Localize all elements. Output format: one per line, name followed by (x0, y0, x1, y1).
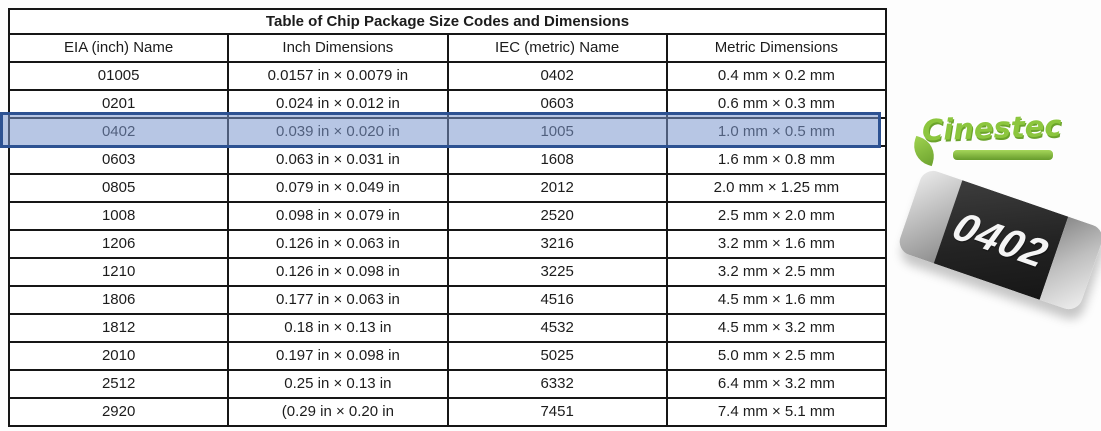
table-row: 2920 (0.29 in × 0.20 in 7451 7.4 mm × 5.1 m… (7, 397, 888, 427)
column-header-inch-dimensions: Inch Dimensions (227, 33, 449, 63)
table-title: Table of Chip Package Size Codes and Dim… (8, 8, 887, 35)
table-cell: 4.5 mm × 1.6 mm (665, 285, 888, 315)
table-cell: 0.0157 in × 0.0079 in (227, 61, 449, 91)
table-cell: 2920 (7, 397, 230, 427)
table-cell: 1608 (446, 145, 668, 175)
table-cell: 01005 (7, 61, 230, 91)
table-cell: 0.079 in × 0.049 in (227, 173, 449, 203)
table-cell: 0402 (7, 117, 230, 147)
table-cell: 5.0 mm × 2.5 mm (665, 341, 888, 371)
table-cell: 0.6 mm × 0.3 mm (665, 89, 888, 119)
table-cell: 3.2 mm × 2.5 mm (665, 257, 888, 287)
column-header-metric-dimensions: Metric Dimensions (665, 33, 888, 63)
table-row: 2010 0.197 in × 0.098 in 5025 5.0 mm × 2.5 … (7, 341, 888, 371)
table-cell: 1206 (7, 229, 230, 259)
table-cell: (0.29 in × 0.20 in (227, 397, 449, 427)
table-row: 0603 0.063 in × 0.031 in 1608 1.6 mm × 0.8 … (7, 145, 888, 175)
table-cell: 0.4 mm × 0.2 mm (665, 61, 888, 91)
table-row: 01005 0.0157 in × 0.0079 in 0402 0.4 mm × 0… (7, 61, 888, 91)
table-cell: 3225 (446, 257, 668, 287)
table-cell: 2512 (7, 369, 230, 399)
table-cell: 2.0 mm × 1.25 mm (665, 173, 888, 203)
table-body: 01005 0.0157 in × 0.0079 in 0402 0.4 mm × 0… (7, 61, 888, 427)
table-cell: 3216 (446, 229, 668, 259)
table-cell: 0.126 in × 0.098 in (227, 257, 449, 287)
table-cell: 0.197 in × 0.098 in (227, 341, 449, 371)
table-row: 0201 0.024 in × 0.012 in 0603 0.6 mm × 0.3 … (7, 89, 888, 119)
table-cell: 0603 (446, 89, 668, 119)
table-head: Table of Chip Package Size Codes and Dim… (7, 8, 888, 63)
table-cell: 0.177 in × 0.063 in (227, 285, 449, 315)
table-cell: 0.18 in × 0.13 in (227, 313, 449, 343)
table-cell: 0805 (7, 173, 230, 203)
table-cell: 3.2 mm × 1.6 mm (665, 229, 888, 259)
table-cell: 0.063 in × 0.031 in (227, 145, 449, 175)
table-cell: 5025 (446, 341, 668, 371)
table-cell: 4516 (446, 285, 668, 315)
table-cell: 6332 (446, 369, 668, 399)
table-cell: 6.4 mm × 3.2 mm (665, 369, 888, 399)
table-cell: 0603 (7, 145, 230, 175)
table-cell: 0.039 in × 0.020 in (227, 117, 449, 147)
table-cell: 2.5 mm × 2.0 mm (665, 201, 888, 231)
table-cell: 1005 (446, 117, 668, 147)
table-cell: 2012 (446, 173, 668, 203)
table-header-row: EIA (inch) Name Inch Dimensions IEC (met… (7, 33, 888, 63)
chip-size-label: 0402 (946, 203, 1057, 277)
chip-resistor-photo: 0402 (895, 167, 1101, 313)
table-cell: 1008 (7, 201, 230, 231)
table-cell: 1.0 mm × 0.5 mm (665, 117, 888, 147)
table-cell: 0.024 in × 0.012 in (227, 89, 449, 119)
table-cell: 0.126 in × 0.063 in (227, 229, 449, 259)
table-cell: 2010 (7, 341, 230, 371)
column-header-iec-name: IEC (metric) Name (446, 33, 668, 63)
table-cell: 4532 (446, 313, 668, 343)
table-cell: 2520 (446, 201, 668, 231)
logo-banner (952, 149, 1054, 161)
table-row: 2512 0.25 in × 0.13 in 6332 6.4 mm × 3.2 mm (7, 369, 888, 399)
table-cell: 1812 (7, 313, 230, 343)
table-row: 1210 0.126 in × 0.098 in 3225 3.2 mm × 2.5 … (7, 257, 888, 287)
table-cell: 0.098 in × 0.079 in (227, 201, 449, 231)
table-cell: 1210 (7, 257, 230, 287)
table-row: 0805 0.079 in × 0.049 in 2012 2.0 mm × 1.25… (7, 173, 888, 203)
table-title-row: Table of Chip Package Size Codes and Dim… (8, 8, 887, 35)
table-cell: 1806 (7, 285, 230, 315)
chip-resistor-body: 0402 (895, 167, 1101, 313)
table-cell: 4.5 mm × 3.2 mm (665, 313, 888, 343)
table-row-highlighted: 0402 0.039 in × 0.020 in 1005 1.0 mm × 0.5 … (7, 117, 888, 147)
column-header-eia-name: EIA (inch) Name (7, 33, 230, 63)
table-row: 1806 0.177 in × 0.063 in 4516 4.5 mm × 1.6 … (7, 285, 888, 315)
table-cell: 0402 (446, 61, 668, 91)
table-cell: 1.6 mm × 0.8 mm (665, 145, 888, 175)
table-cell: 0201 (7, 89, 230, 119)
chip-package-size-table: Table of Chip Package Size Codes and Dim… (7, 8, 888, 427)
table-cell: 0.25 in × 0.13 in (227, 369, 449, 399)
table-row: 1812 0.18 in × 0.13 in 4532 4.5 mm × 3.2 mm (7, 313, 888, 343)
table-row: 1206 0.126 in × 0.063 in 3216 3.2 mm × 1.6 … (7, 229, 888, 259)
table-row: 1008 0.098 in × 0.079 in 2520 2.5 mm × 2.0 … (7, 201, 888, 231)
cinestec-logo: Cinestec (908, 103, 1064, 169)
table-cell: 7451 (446, 397, 668, 427)
logo-text: Cinestec (921, 108, 1063, 148)
table-cell: 7.4 mm × 5.1 mm (665, 397, 888, 427)
